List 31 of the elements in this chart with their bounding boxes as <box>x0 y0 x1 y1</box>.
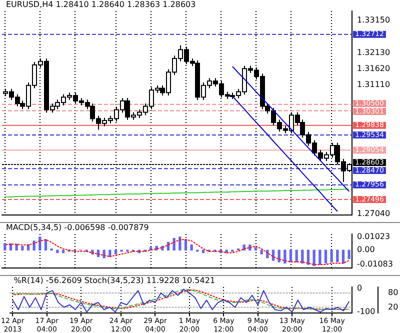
y-tick-label: 1.31620 <box>357 64 390 74</box>
bar <box>330 250 333 262</box>
y-tick-label: -100 <box>357 307 376 316</box>
bar <box>4 243 6 250</box>
chart-title: MACD(5,34,5) -0.006598 -0.007879 <box>6 223 149 232</box>
bar <box>38 236 42 250</box>
bar <box>348 250 350 260</box>
bar <box>306 250 310 265</box>
y-tick-label: 1.32130 <box>357 48 390 57</box>
chart-title: %R(14) -56.2609 Stoch(34,5,23) 11.9228 10.5421 <box>14 276 216 286</box>
y-tick-label: 1.33150 <box>357 16 390 25</box>
chart-title: EURUSD,H4 1.28410 1.28640 1.28363 1.28603 <box>6 0 196 10</box>
line-series <box>4 239 350 266</box>
bar <box>190 244 193 250</box>
bar <box>254 247 258 250</box>
bar <box>324 250 328 264</box>
bar <box>336 250 339 262</box>
y-tick-label: 0 <box>357 283 362 292</box>
y2-tick-label: 80 <box>388 288 398 298</box>
y-tick-label: -0.01083 <box>357 259 393 268</box>
bar <box>318 250 322 265</box>
y2-tick-label: 20 <box>388 302 398 312</box>
bar <box>9 243 12 250</box>
y-tick-label: 1.31110 <box>357 80 390 90</box>
y-tick-label: 1.27040 <box>357 209 390 218</box>
bar <box>260 250 263 254</box>
bar <box>178 236 182 250</box>
y-tick-label: 0.00 <box>357 245 375 254</box>
bar <box>21 246 24 250</box>
y-tick-label: 0.01023 <box>357 232 390 241</box>
bar <box>114 250 118 254</box>
